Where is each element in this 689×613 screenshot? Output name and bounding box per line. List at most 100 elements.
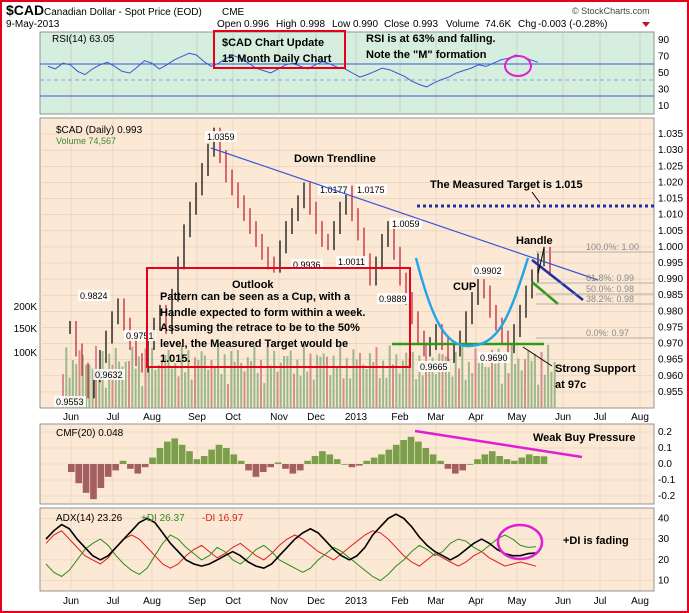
volume-bar-67 [283, 355, 286, 408]
price-label-bg-3 [390, 218, 422, 229]
cmf-bar-11 [149, 457, 156, 464]
cmf-bar-45 [400, 440, 407, 464]
close-label: Close [384, 19, 410, 30]
measured-target-pointer [531, 191, 541, 204]
cmf-bar-47 [415, 441, 422, 464]
price-label-bg-7 [377, 293, 409, 304]
cmf-bar-1 [75, 464, 83, 484]
price-y-tick-6: 0.985 [658, 290, 683, 301]
volume-bar-17 [118, 361, 121, 408]
handle-line-green [531, 281, 559, 305]
volume-bar-86 [345, 357, 348, 408]
volume-bar-20 [128, 360, 130, 408]
volume-bar-26 [147, 367, 150, 408]
adx-x-tick-13: Jul [594, 596, 607, 607]
volume-bar-101 [395, 354, 398, 408]
adx-grid [40, 508, 654, 591]
price-label-bg-12 [93, 369, 125, 380]
price-y-ticks: 0.955 0.960 0.965 0.970 0.975 0.980 0.985 0.990… [658, 129, 683, 398]
price-y-tick-2: 0.965 [658, 355, 683, 366]
cmf-y-tick-0: -0.2 [658, 491, 676, 502]
price-x-tick-10: Apr [468, 412, 484, 423]
price-x-tick-6: Dec [307, 412, 325, 423]
volume-bar-126 [477, 358, 480, 408]
volume-bar-62 [266, 346, 269, 408]
price-y-tick-8: 0.995 [658, 258, 683, 269]
support-pointer [522, 346, 553, 367]
volume-bar-115 [441, 354, 444, 408]
price-label-bg-2 [355, 184, 387, 195]
chart-update-box [213, 30, 346, 69]
price-x-tick-4: Oct [225, 412, 241, 423]
volume-bar-110 [425, 344, 427, 408]
rsi-y-ticks: 10 30 50 70 90 [658, 35, 670, 112]
volume-bar-59 [256, 373, 259, 408]
volume-bar-75 [309, 353, 312, 408]
chart-header: $CAD Canadian Dollar - Spot Price (EOD) … [6, 2, 650, 30]
price-y-tick-1: 0.960 [658, 371, 683, 382]
volume-bar-97 [382, 360, 385, 408]
adx-x-tick-11: May [508, 596, 527, 607]
cmf-bar-35 [326, 454, 334, 464]
cmf-bar-34 [319, 451, 326, 464]
cmf-bar-41 [370, 457, 378, 464]
volume-bar-81 [329, 375, 332, 408]
cmf-bar-64 [540, 456, 548, 464]
volume-bar-42 [200, 351, 203, 408]
price-label-11: 0.9665 [420, 362, 448, 372]
volume-bar-58 [253, 346, 256, 408]
cmf-bar-7 [119, 460, 127, 464]
volume-bar-63 [269, 365, 272, 408]
down-triangle-icon [642, 22, 650, 27]
volume-bar-49 [223, 354, 226, 408]
price-panel: 1.03591.01771.01751.00591.00110.99360.99… [14, 117, 683, 423]
volume-bar-46 [213, 367, 216, 408]
outlook-line-4: level, the Measured Target would be [160, 338, 348, 350]
price-label-9: 0.9751 [126, 331, 154, 341]
high-value: 0.998 [300, 19, 325, 30]
volume-bar-94 [372, 361, 375, 408]
rsi-note-line1: RSI is at 63% and falling. [366, 33, 496, 45]
price-label-bg-6 [472, 265, 504, 276]
price-label-bg-9 [124, 330, 156, 341]
price-x-ticks: Jun Jul Aug Sep Oct Nov Dec 2013 Feb Mar Apr May Jun… [63, 412, 649, 423]
fib-label-3: 38.2%: 0.98 [586, 294, 634, 304]
instrument-name: Canadian Dollar - Spot Price (EOD) [44, 7, 202, 18]
volume-bar-127 [481, 356, 484, 408]
price-x-tick-7: 2013 [345, 412, 368, 423]
price-y-tick-7: 0.990 [658, 274, 683, 285]
volume-bar-143 [533, 353, 536, 408]
adx-x-tick-1: Jul [107, 596, 120, 607]
volume-bar-21 [131, 346, 134, 408]
cmf-bar-63 [533, 456, 540, 464]
price-x-tick-11: May [508, 412, 527, 423]
volume-bar-145 [540, 351, 543, 408]
chart-update-subtitle: 15 Month Daily Chart [222, 53, 332, 65]
volume-bar-29 [157, 365, 160, 408]
low-value: 0.990 [353, 19, 378, 30]
volume-bar-14 [108, 353, 111, 408]
volume-bar-19 [124, 361, 127, 408]
volume-bar-1 [65, 347, 68, 408]
volume-bar-18 [121, 366, 124, 408]
volume-bar-90 [359, 352, 361, 408]
rsi-series-line [47, 52, 539, 88]
price-y-tick-5: 0.980 [658, 306, 683, 317]
volume-bar-91 [362, 364, 365, 408]
volume-bar-70 [293, 373, 295, 408]
rsi-y-tick-3: 70 [658, 52, 670, 63]
cmf-bar-53 [459, 464, 467, 471]
cmf-bar-20 [215, 444, 223, 464]
fib-label-2: 50.0%: 0.98 [586, 284, 634, 294]
outlook-title: Outlook [232, 279, 274, 291]
cmf-bar-23 [237, 460, 245, 464]
volume-bar-5 [78, 350, 81, 408]
cmf-bar-58 [496, 456, 503, 464]
price-label-bg-4 [336, 256, 368, 267]
volume-bar-79 [322, 353, 325, 408]
price-y-tick-10: 1.005 [658, 226, 683, 237]
volume-bar-88 [352, 349, 355, 408]
cmf-bar-33 [311, 456, 319, 464]
down-trendline [210, 147, 599, 281]
volume-bar-129 [487, 367, 490, 408]
